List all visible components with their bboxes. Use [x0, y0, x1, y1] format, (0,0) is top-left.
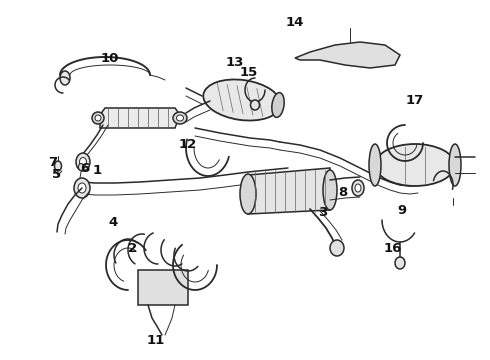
Ellipse shape	[203, 80, 281, 121]
Polygon shape	[138, 270, 188, 305]
Ellipse shape	[92, 112, 104, 124]
Ellipse shape	[272, 93, 284, 117]
Ellipse shape	[78, 183, 86, 193]
Text: 17: 17	[406, 94, 424, 107]
Ellipse shape	[375, 144, 455, 186]
Ellipse shape	[250, 100, 260, 110]
Ellipse shape	[173, 112, 187, 124]
Ellipse shape	[79, 158, 87, 166]
Ellipse shape	[330, 240, 344, 256]
Text: 7: 7	[49, 157, 57, 170]
Text: 4: 4	[108, 216, 118, 229]
Text: 16: 16	[384, 242, 402, 255]
Text: 12: 12	[179, 139, 197, 152]
Text: 1: 1	[93, 163, 101, 176]
Ellipse shape	[76, 153, 90, 171]
Ellipse shape	[78, 163, 83, 171]
Ellipse shape	[449, 144, 461, 186]
Polygon shape	[248, 168, 330, 214]
Text: 13: 13	[226, 55, 244, 68]
Polygon shape	[100, 108, 180, 128]
Ellipse shape	[352, 180, 364, 196]
Text: 10: 10	[101, 51, 119, 64]
Text: 9: 9	[397, 203, 407, 216]
Text: 15: 15	[240, 66, 258, 78]
Text: 11: 11	[147, 333, 165, 346]
Ellipse shape	[60, 71, 70, 85]
Polygon shape	[295, 42, 400, 68]
Ellipse shape	[355, 184, 361, 192]
Ellipse shape	[240, 174, 256, 214]
Ellipse shape	[74, 178, 90, 198]
Text: 14: 14	[286, 15, 304, 28]
Ellipse shape	[323, 170, 337, 210]
Text: 2: 2	[128, 242, 138, 255]
Text: 5: 5	[52, 168, 62, 181]
Text: 8: 8	[339, 185, 347, 198]
Ellipse shape	[395, 257, 405, 269]
Text: 6: 6	[80, 162, 90, 175]
Ellipse shape	[95, 115, 101, 121]
Text: 3: 3	[318, 206, 328, 219]
Ellipse shape	[369, 144, 381, 186]
Ellipse shape	[176, 115, 183, 121]
Ellipse shape	[54, 161, 62, 171]
